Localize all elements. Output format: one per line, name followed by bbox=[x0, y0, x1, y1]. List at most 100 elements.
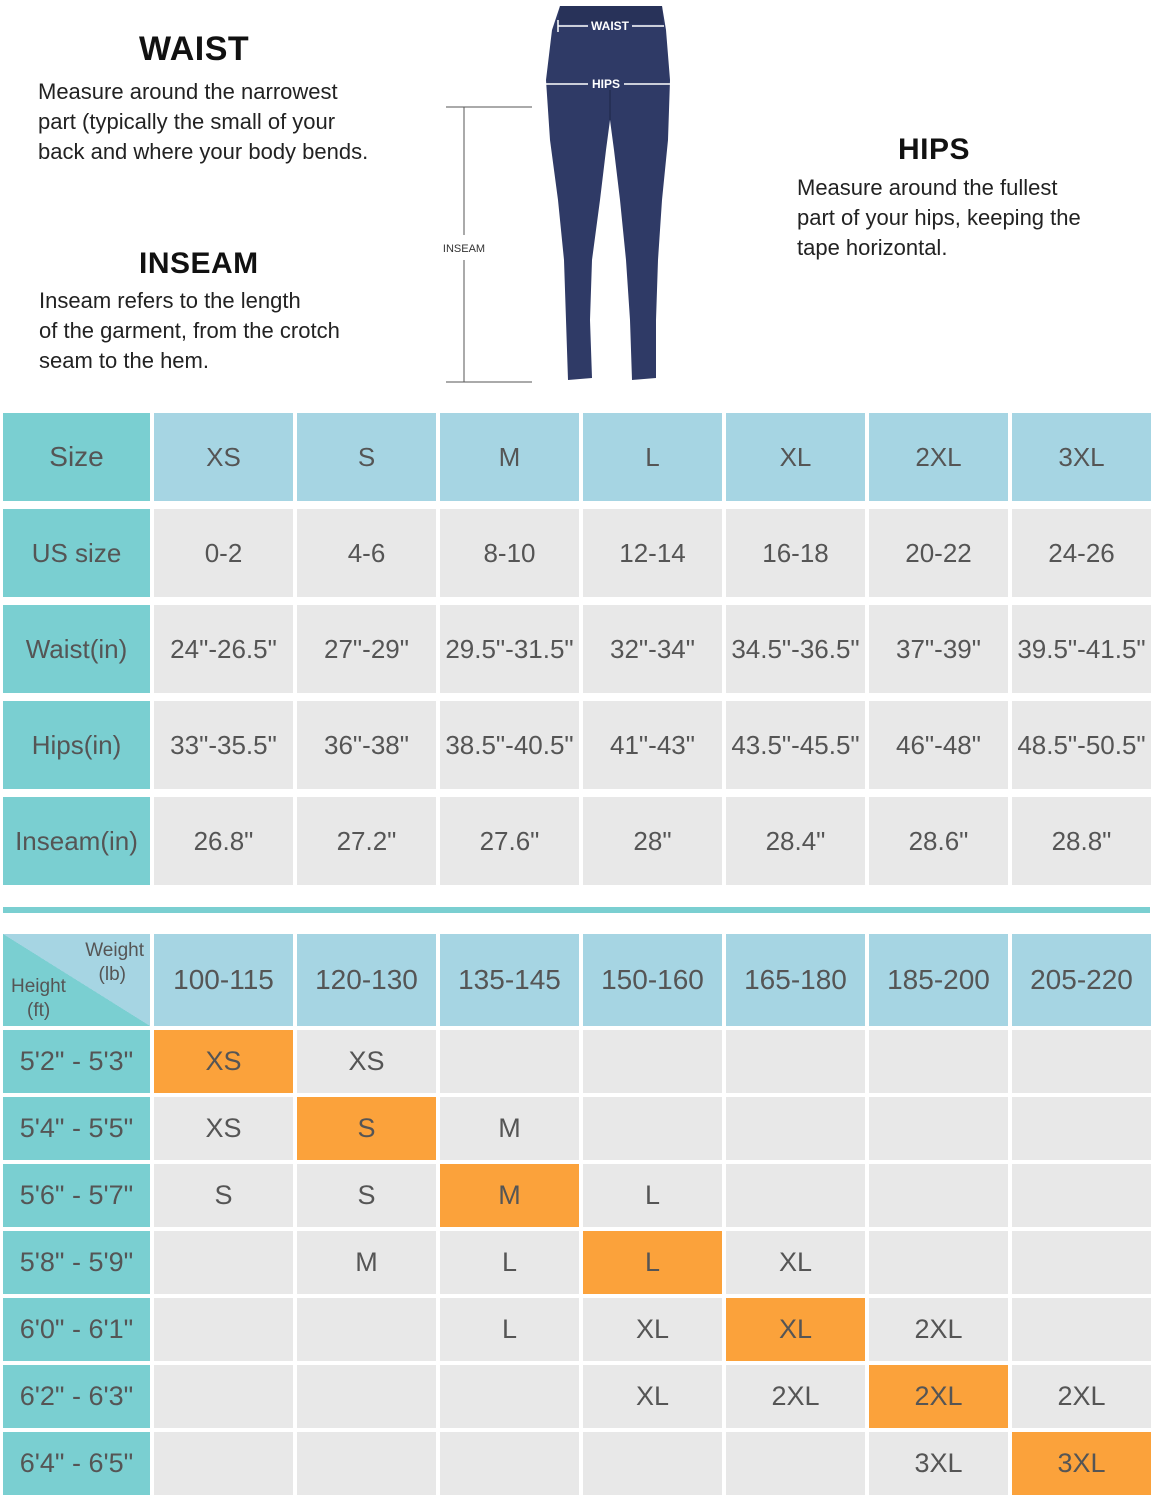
height-row-label: 5'2" - 5'3" bbox=[3, 1030, 150, 1093]
size-header-cell: 3XL bbox=[1012, 413, 1151, 501]
recommended-size-cell: 2XL bbox=[869, 1365, 1008, 1428]
size-cell bbox=[726, 1164, 865, 1227]
waist-figure-label: WAIST bbox=[591, 19, 630, 33]
size-cell bbox=[869, 1097, 1008, 1160]
size-cell bbox=[1012, 1298, 1151, 1361]
size-header-cell: XS bbox=[154, 413, 293, 501]
weight-header-cell: 150-160 bbox=[583, 934, 722, 1026]
recommended-size-cell: XL bbox=[726, 1298, 865, 1361]
size-header-label: Size bbox=[3, 413, 150, 501]
size-cell: M bbox=[297, 1231, 436, 1294]
size-header-cell: L bbox=[583, 413, 722, 501]
height-row-label: 6'0" - 6'1" bbox=[3, 1298, 150, 1361]
size-cell bbox=[297, 1365, 436, 1428]
size-cell bbox=[297, 1298, 436, 1361]
hips-description: Measure around the fullest part of your … bbox=[797, 173, 1081, 263]
size-cell bbox=[1012, 1231, 1151, 1294]
measurement-cell: 24-26 bbox=[1012, 509, 1151, 597]
measurement-cell: 38.5"-40.5" bbox=[440, 701, 579, 789]
size-cell bbox=[154, 1298, 293, 1361]
size-cell bbox=[154, 1365, 293, 1428]
size-cell: S bbox=[154, 1164, 293, 1227]
inseam-title: INSEAM bbox=[139, 247, 259, 280]
measurement-cell: 29.5"-31.5" bbox=[440, 605, 579, 693]
size-cell bbox=[583, 1432, 722, 1495]
measurement-cell: 12-14 bbox=[583, 509, 722, 597]
recommended-size-cell: XS bbox=[154, 1030, 293, 1093]
measurement-cell: 28.6" bbox=[869, 797, 1008, 885]
size-cell bbox=[440, 1365, 579, 1428]
section-divider bbox=[3, 907, 1150, 913]
size-cell bbox=[726, 1030, 865, 1093]
measurement-cell: 33"-35.5" bbox=[154, 701, 293, 789]
fit-chart-table: Weight (lb) Height (ft) 100-115 120-130 135-14… bbox=[3, 934, 1151, 1495]
weight-header-cell: 135-145 bbox=[440, 934, 579, 1026]
waist-description: Measure around the narrowest part (typic… bbox=[38, 77, 368, 167]
measurement-cell: 0-2 bbox=[154, 509, 293, 597]
measurement-cell: 43.5"-45.5" bbox=[726, 701, 865, 789]
size-cell: 3XL bbox=[869, 1432, 1008, 1495]
size-header-cell: S bbox=[297, 413, 436, 501]
inseam-figure-label: INSEAM bbox=[443, 243, 485, 255]
size-cell bbox=[440, 1432, 579, 1495]
height-row-label: 5'4" - 5'5" bbox=[3, 1097, 150, 1160]
waist-desc-line: back and where your body bends. bbox=[38, 139, 369, 164]
measurement-cell: 27.6" bbox=[440, 797, 579, 885]
measurement-cell: 16-18 bbox=[726, 509, 865, 597]
height-row-label: 5'8" - 5'9" bbox=[3, 1231, 150, 1294]
size-header-cell: 2XL bbox=[869, 413, 1008, 501]
size-cell bbox=[297, 1432, 436, 1495]
inseam-description: Inseam refers to the length of the garme… bbox=[39, 286, 340, 376]
recommended-size-cell: 3XL bbox=[1012, 1432, 1151, 1495]
waist-desc-line: Measure around the narrowest bbox=[38, 79, 338, 104]
size-cell: M bbox=[440, 1097, 579, 1160]
size-cell bbox=[869, 1164, 1008, 1227]
size-cell bbox=[726, 1432, 865, 1495]
size-cell: XL bbox=[726, 1231, 865, 1294]
height-unit-label: (ft) bbox=[27, 1000, 51, 1021]
size-cell bbox=[440, 1030, 579, 1093]
height-weight-corner: Weight (lb) Height (ft) bbox=[3, 934, 150, 1026]
measurement-cell: 26.8" bbox=[154, 797, 293, 885]
size-cell bbox=[154, 1231, 293, 1294]
size-cell bbox=[1012, 1164, 1151, 1227]
size-header-cell: XL bbox=[726, 413, 865, 501]
size-cell bbox=[154, 1432, 293, 1495]
measurement-cell: 34.5"-36.5" bbox=[726, 605, 865, 693]
inseam-desc-line: seam to the hem. bbox=[39, 348, 209, 373]
waist-desc-line: part (typically the small of your bbox=[38, 109, 336, 134]
measurement-cell: 27.2" bbox=[297, 797, 436, 885]
size-cell: 2XL bbox=[726, 1365, 865, 1428]
size-cell: S bbox=[297, 1164, 436, 1227]
hips-desc-line: Measure around the fullest bbox=[797, 175, 1058, 200]
height-axis-label: Height bbox=[11, 976, 66, 997]
weight-axis-label: Weight bbox=[85, 940, 144, 961]
leggings-icon: INSEAM WAIST HIPS bbox=[443, 6, 672, 383]
measurement-cell: 32"-34" bbox=[583, 605, 722, 693]
height-row-label: 6'2" - 6'3" bbox=[3, 1365, 150, 1428]
size-cell bbox=[583, 1030, 722, 1093]
measurement-row-label: Inseam(in) bbox=[3, 797, 150, 885]
measurement-cell: 41"-43" bbox=[583, 701, 722, 789]
waist-title: WAIST bbox=[139, 30, 250, 68]
hips-desc-line: tape horizontal. bbox=[797, 235, 948, 260]
recommended-size-cell: L bbox=[583, 1231, 722, 1294]
measurement-cell: 28.4" bbox=[726, 797, 865, 885]
measurement-cell: 28.8" bbox=[1012, 797, 1151, 885]
measurement-cell: 37"-39" bbox=[869, 605, 1008, 693]
measurement-cell: 20-22 bbox=[869, 509, 1008, 597]
measurement-cell: 48.5"-50.5" bbox=[1012, 701, 1151, 789]
size-cell bbox=[583, 1097, 722, 1160]
weight-header-cell: 120-130 bbox=[297, 934, 436, 1026]
measurement-cell: 24"-26.5" bbox=[154, 605, 293, 693]
weight-header-cell: 185-200 bbox=[869, 934, 1008, 1026]
inseam-desc-line: of the garment, from the crotch bbox=[39, 318, 340, 343]
measurement-row-label: Waist(in) bbox=[3, 605, 150, 693]
corner-diagonal bbox=[3, 934, 150, 1026]
size-cell: XS bbox=[154, 1097, 293, 1160]
measurement-cell: 46"-48" bbox=[869, 701, 1008, 789]
size-cell: L bbox=[440, 1231, 579, 1294]
weight-header-cell: 205-220 bbox=[1012, 934, 1151, 1026]
hips-figure-label: HIPS bbox=[592, 77, 620, 91]
weight-unit-label: (lb) bbox=[98, 964, 126, 985]
